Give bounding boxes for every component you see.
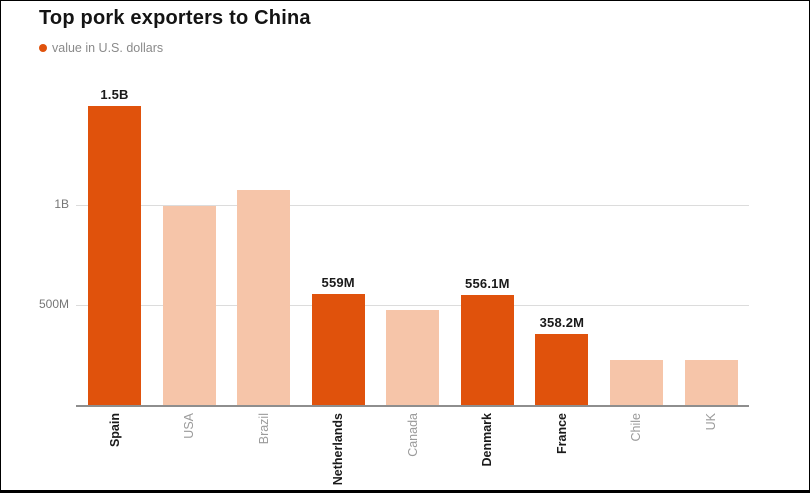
bar-chile xyxy=(609,360,663,406)
legend-dot-icon xyxy=(39,44,47,52)
gridline-1b xyxy=(76,205,749,206)
gridline-500m xyxy=(76,305,749,306)
x-axis-label-spain: Spain xyxy=(107,413,122,448)
x-axis-label-uk: UK xyxy=(704,413,718,431)
x-axis-baseline xyxy=(76,405,749,407)
x-axis-label-france: France xyxy=(554,413,569,454)
x-axis-label-usa: USA xyxy=(182,413,197,439)
legend: value in U.S. dollars xyxy=(39,41,163,55)
bar-usa xyxy=(162,206,216,406)
bar-value-label-france: 358.2M xyxy=(539,315,585,331)
bar-value-label-denmark: 556.1M xyxy=(465,275,510,291)
y-axis-tick-label-500m: 500M xyxy=(38,297,69,311)
legend-label: value in U.S. dollars xyxy=(52,41,164,55)
x-axis-label-brazil: Brazil xyxy=(256,413,271,445)
bar-canada xyxy=(386,310,440,406)
chart-title: Top pork exporters to China xyxy=(39,7,311,29)
bar-netherlands xyxy=(311,294,365,406)
x-axis-label-chile: Chile xyxy=(629,413,644,442)
bar-uk xyxy=(684,360,738,406)
x-axis-label-canada: Canada xyxy=(405,413,420,457)
bar-spain xyxy=(88,106,141,406)
x-axis-label-denmark: Denmark xyxy=(480,413,495,467)
bar-denmark xyxy=(460,294,514,406)
bar-value-label-netherlands: 559M xyxy=(321,275,355,291)
x-axis-label-netherlands: Netherlands xyxy=(331,413,346,486)
bar-france xyxy=(535,334,589,406)
bar-brazil xyxy=(237,190,291,406)
bar-value-label-spain: 1.5B xyxy=(100,87,129,102)
y-axis-tick-label-1b: 1B xyxy=(54,197,69,211)
